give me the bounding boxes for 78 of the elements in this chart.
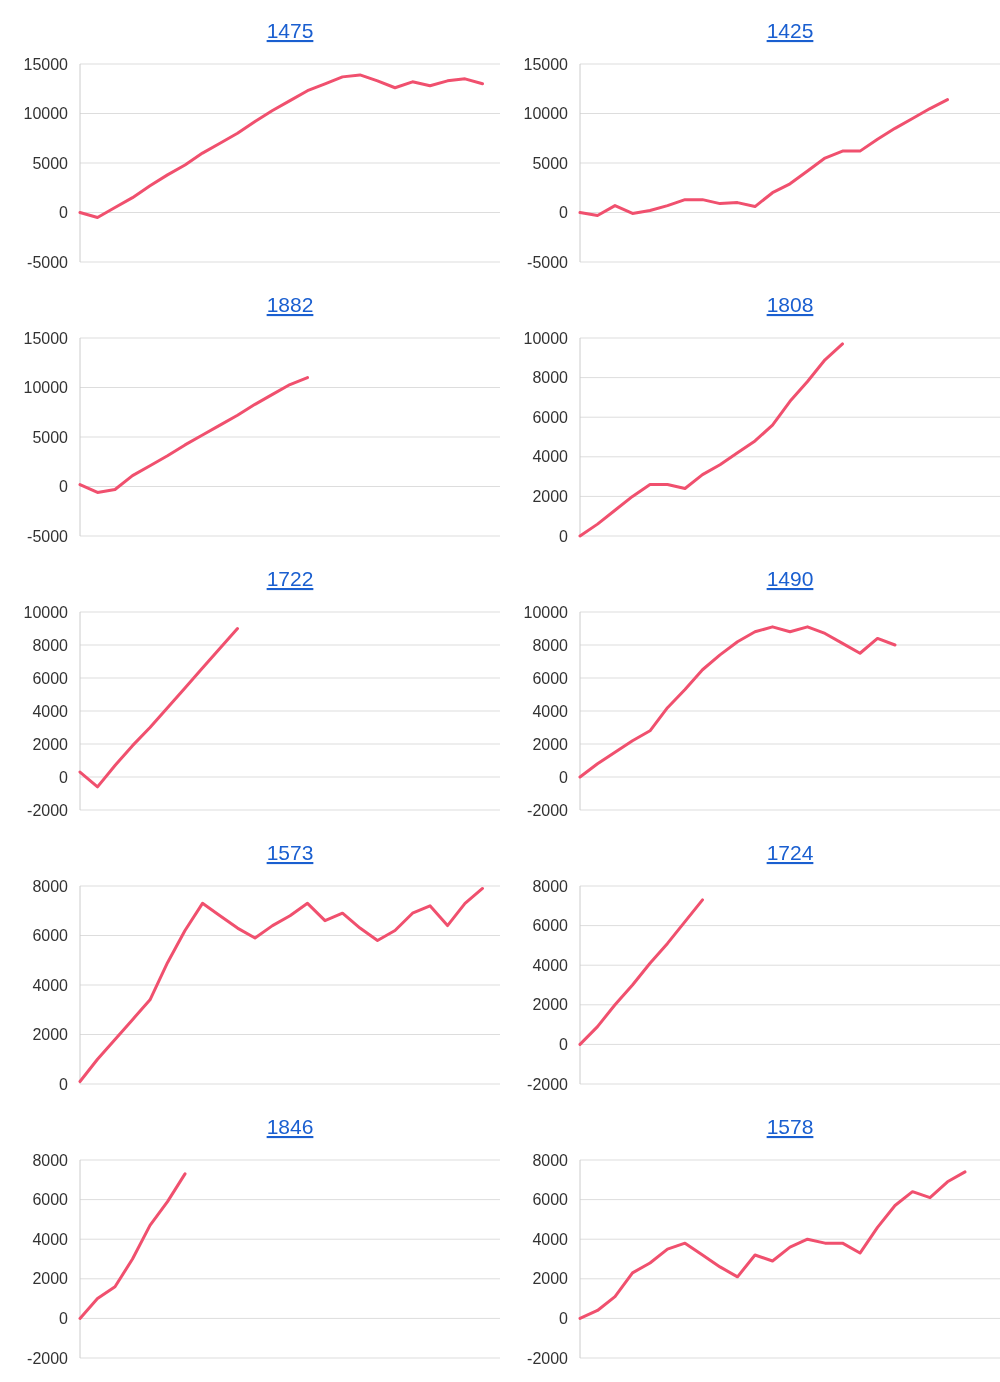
y-tick-label: 2000 [532, 996, 569, 1014]
y-tick-label: 10000 [523, 329, 569, 347]
y-tick-label: 6000 [32, 927, 69, 945]
y-tick-label: 0 [559, 204, 569, 222]
y-tick-label: 6000 [532, 669, 569, 687]
line-series [578, 898, 704, 1046]
y-tick-label: -5000 [27, 527, 69, 545]
y-tick-label: 4000 [532, 1230, 569, 1248]
y-tick-label: 5000 [32, 428, 69, 446]
y-tick-label: 8000 [532, 369, 569, 387]
y-tick-label: 10000 [23, 603, 69, 621]
y-tick-label: -2000 [527, 1075, 569, 1093]
chart-title: 1425 [766, 19, 814, 42]
chart-title: 1882 [266, 293, 314, 316]
chart-title: 1490 [766, 567, 814, 590]
y-tick-label: 4000 [532, 448, 569, 466]
chart-title: 1724 [766, 841, 814, 864]
y-tick-label: -5000 [27, 253, 69, 271]
y-tick-label: 6000 [532, 1191, 569, 1209]
y-tick-label: 4000 [32, 976, 69, 994]
line-series [78, 1172, 187, 1320]
chart-title: 1573 [266, 841, 314, 864]
y-tick-label: 5000 [532, 154, 569, 172]
y-tick-label: 4000 [532, 702, 569, 720]
y-tick-label: 6000 [532, 408, 569, 426]
line-series [578, 98, 949, 217]
y-tick-label: 2000 [532, 488, 569, 505]
line-series [78, 73, 484, 219]
y-tick-label: 2000 [32, 1026, 69, 1044]
line-series [78, 627, 239, 789]
line-series [578, 342, 844, 538]
y-tick-label: 8000 [32, 636, 69, 654]
y-tick-label: 2000 [532, 735, 569, 753]
line-series [578, 625, 897, 779]
y-tick-label: 0 [59, 1310, 69, 1327]
y-tick-label: 6000 [32, 1191, 69, 1209]
y-tick-label: 8000 [32, 877, 69, 895]
y-tick-label: 0 [59, 768, 69, 786]
y-tick-label: 10000 [523, 105, 569, 123]
y-tick-label: 0 [59, 204, 69, 222]
y-tick-label: 8000 [532, 877, 569, 895]
y-tick-label: 10000 [23, 105, 69, 123]
y-tick-label: 0 [559, 1310, 569, 1327]
y-tick-label: 15000 [23, 329, 69, 347]
y-tick-label: 4000 [32, 1230, 69, 1248]
y-tick-label: 0 [59, 478, 69, 496]
y-tick-label: 2000 [32, 1270, 69, 1288]
y-tick-label: 4000 [32, 702, 69, 720]
y-tick-label: 0 [559, 1036, 569, 1053]
y-tick-label: 8000 [532, 1151, 569, 1169]
y-tick-label: 4000 [532, 956, 569, 974]
y-tick-label: -2000 [527, 801, 569, 819]
chart-title: 1578 [766, 1115, 814, 1138]
chart-title: 1722 [266, 567, 314, 590]
y-tick-label: 0 [59, 1075, 69, 1093]
y-tick-label: 10000 [523, 603, 569, 621]
y-tick-label: 0 [559, 527, 569, 545]
y-tick-label: 6000 [532, 917, 569, 935]
y-tick-label: -5000 [527, 253, 569, 271]
y-tick-label: -2000 [27, 1349, 69, 1367]
y-tick-label: 5000 [32, 154, 69, 172]
chart-title: 1846 [266, 1115, 314, 1138]
line-series [78, 886, 484, 1084]
y-tick-label: 10000 [23, 379, 69, 397]
y-tick-label: 15000 [523, 55, 569, 73]
y-tick-label: 8000 [532, 636, 569, 654]
y-tick-label: 2000 [532, 1270, 569, 1288]
y-tick-label: -2000 [527, 1349, 569, 1367]
line-series [78, 376, 309, 494]
y-tick-label: 15000 [23, 55, 69, 73]
y-tick-label: 8000 [32, 1151, 69, 1169]
y-tick-label: -2000 [27, 801, 69, 819]
line-series [578, 1170, 967, 1320]
y-tick-label: 0 [559, 768, 569, 786]
chart-title: 1475 [266, 19, 314, 42]
y-tick-label: 2000 [32, 735, 69, 753]
y-tick-label: 6000 [32, 669, 69, 687]
chart-title: 1808 [766, 293, 814, 316]
